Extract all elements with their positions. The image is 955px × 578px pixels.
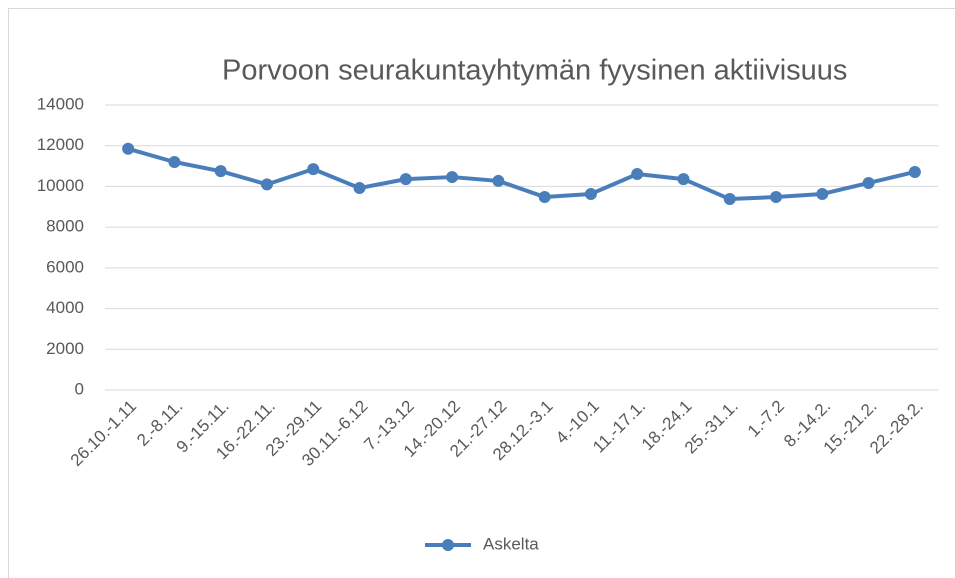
data-point — [492, 174, 505, 187]
y-tick-label: 6000 — [46, 257, 84, 276]
data-point — [631, 168, 644, 181]
chart-frame — [8, 8, 955, 578]
series-line — [127, 146, 916, 202]
data-point — [538, 191, 551, 204]
data-point — [584, 187, 597, 200]
y-tick-label: 4000 — [46, 298, 84, 317]
y-tick-label: 8000 — [46, 217, 84, 236]
data-point — [862, 176, 875, 189]
data-point — [122, 142, 135, 155]
y-tick-label: 0 — [75, 379, 84, 398]
data-point — [677, 173, 690, 186]
y-tick-label: 2000 — [46, 339, 84, 358]
data-point — [399, 173, 412, 186]
data-point — [770, 191, 783, 204]
data-point — [260, 178, 273, 191]
data-point — [816, 187, 829, 200]
data-point — [353, 182, 366, 195]
data-point — [908, 165, 921, 178]
data-point — [446, 171, 459, 184]
chart-title: Porvoon seurakuntayhtymän fyysinen aktii… — [222, 55, 847, 87]
y-tick-label: 12000 — [37, 135, 84, 154]
data-point — [214, 165, 227, 178]
y-tick-label: 14000 — [37, 94, 84, 113]
data-point — [168, 156, 181, 168]
y-tick-label: 10000 — [37, 176, 84, 195]
legend-label: Askelta — [483, 534, 539, 553]
legend-marker — [442, 539, 454, 551]
data-point — [723, 193, 736, 206]
data-point — [307, 163, 320, 176]
